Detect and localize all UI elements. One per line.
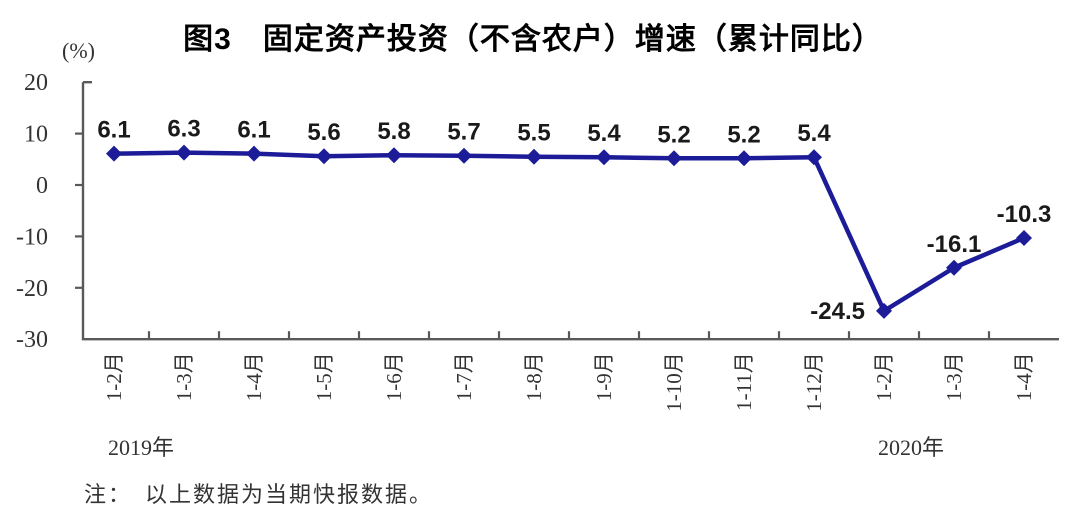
x-axis-tick-label: 1-2月	[872, 352, 896, 401]
x-axis-tick-label: 1-11月	[732, 352, 756, 411]
y-axis-tick-label: 10	[24, 122, 48, 148]
x-axis-tick-label: 1-7月	[452, 352, 476, 401]
data-point-marker	[386, 147, 402, 164]
data-point-label: 5.7	[447, 119, 480, 146]
chart-title: 图3 固定资产投资（不含农户）增速（累计同比）	[183, 23, 883, 56]
data-line	[113, 150, 1025, 314]
x-axis-tick-label: 1-5月	[312, 352, 336, 401]
data-point-label: 6.1	[237, 117, 270, 144]
data-point-marker	[596, 149, 612, 166]
data-point-label: 5.2	[657, 121, 690, 148]
year-label-2020: 2020年	[877, 435, 945, 460]
data-point-marker	[876, 302, 892, 319]
year-label-2019: 2019年	[107, 435, 175, 460]
data-point-marker	[1016, 229, 1032, 246]
data-point-label: -24.5	[810, 298, 865, 325]
data-point-marker	[246, 145, 262, 162]
data-point-label: 5.6	[307, 119, 340, 146]
x-axis-tick-label: 1-4月	[242, 352, 266, 401]
x-axis-tick-label: 1-3月	[172, 352, 196, 401]
y-axis-tick-label: 20	[24, 70, 48, 96]
data-point-label: 5.4	[797, 120, 831, 147]
data-point-label: 5.4	[587, 120, 621, 147]
data-point-marker	[736, 150, 752, 167]
data-point-label: 5.8	[377, 118, 410, 145]
y-axis-tick-label: 0	[36, 173, 48, 199]
data-point-marker	[456, 147, 472, 164]
data-point-label: 5.5	[517, 120, 550, 147]
data-point-label: -10.3	[997, 201, 1052, 228]
footnote: 注： 以上数据为当期快报数据。	[84, 482, 434, 507]
x-axis-tick-label: 1-12月	[802, 352, 826, 412]
data-point-marker	[176, 144, 192, 161]
x-axis-tick-label: 1-8月	[522, 352, 546, 401]
data-point-marker	[806, 149, 822, 166]
data-point-marker	[946, 259, 962, 276]
data-point-label: -16.1	[927, 231, 982, 258]
data-point-label: 6.3	[167, 116, 200, 143]
y-axis-tick-label: -30	[16, 327, 48, 353]
x-axis-tick-label: 1-9月	[592, 352, 616, 401]
data-point-marker	[316, 148, 332, 165]
data-point-label: 6.1	[97, 117, 130, 144]
x-axis-tick-label: 1-3月	[942, 352, 966, 401]
data-point-marker	[666, 150, 682, 167]
x-axis-tick-label: 1-2月	[102, 352, 126, 401]
data-point-label: 5.2	[727, 121, 760, 148]
data-point-marker	[526, 148, 542, 165]
y-axis-tick-label: -10	[16, 224, 48, 250]
y-axis-unit-label: (%)	[62, 38, 95, 63]
x-axis-tick-label: 1-4月	[1012, 352, 1036, 401]
data-point-marker	[106, 145, 122, 162]
axis-lines	[81, 81, 1059, 341]
x-axis-tick-label: 1-6月	[382, 352, 406, 401]
x-axis-tick-label: 1-10月	[662, 352, 686, 412]
y-axis-tick-label: -20	[16, 276, 48, 302]
